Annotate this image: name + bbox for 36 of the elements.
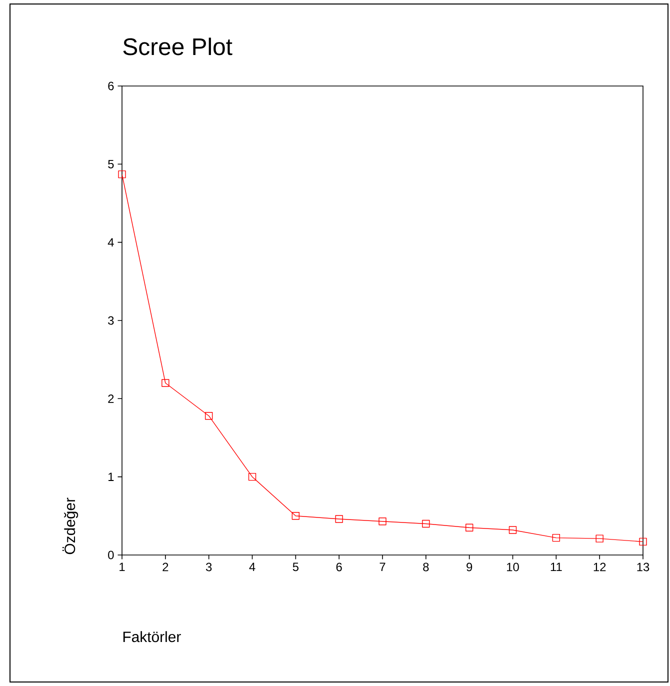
- y-tick-label: 3: [108, 316, 114, 325]
- point: [552, 534, 560, 542]
- x-tick-label: 2: [162, 562, 168, 572]
- y-tick-label: 5: [108, 160, 114, 168]
- point: [422, 520, 430, 528]
- point: [248, 472, 256, 481]
- point: [292, 512, 300, 520]
- point: [596, 534, 604, 542]
- x-axis-title: Faktörler: [123, 631, 181, 642]
- y-tick-label: 6: [108, 82, 114, 90]
- x-tick-label: 8: [423, 562, 429, 572]
- point: [508, 526, 517, 534]
- x-tick-label: 1: [120, 562, 125, 571]
- x-tick-label: 4: [249, 562, 256, 571]
- point: [378, 518, 386, 526]
- x-tick-label: 7: [380, 562, 386, 571]
- point: [162, 379, 170, 387]
- point: [118, 170, 126, 178]
- x-tick-label: 5: [292, 562, 298, 572]
- point: [465, 524, 474, 532]
- point: [204, 412, 213, 420]
- x-tick-label: 10: [507, 562, 519, 572]
- y-tick-label: 0: [108, 550, 114, 560]
- y-axis-title: Özdeğer: [62, 498, 78, 554]
- x-tick-label: 11: [550, 562, 562, 571]
- x-tick-label: 13: [637, 562, 650, 572]
- x-tick-label: 6: [336, 562, 342, 572]
- y-tick-label: 1: [108, 472, 114, 481]
- point: [639, 538, 647, 546]
- x-tick-label: 9: [466, 562, 472, 572]
- chart-title: Scree Plot: [123, 38, 232, 56]
- x-tick-label: 12: [594, 562, 606, 572]
- y-tick-label: 4: [108, 238, 114, 246]
- x-tick-label: 3: [206, 562, 212, 572]
- point: [335, 515, 343, 523]
- y-tick-label: 2: [108, 394, 114, 403]
